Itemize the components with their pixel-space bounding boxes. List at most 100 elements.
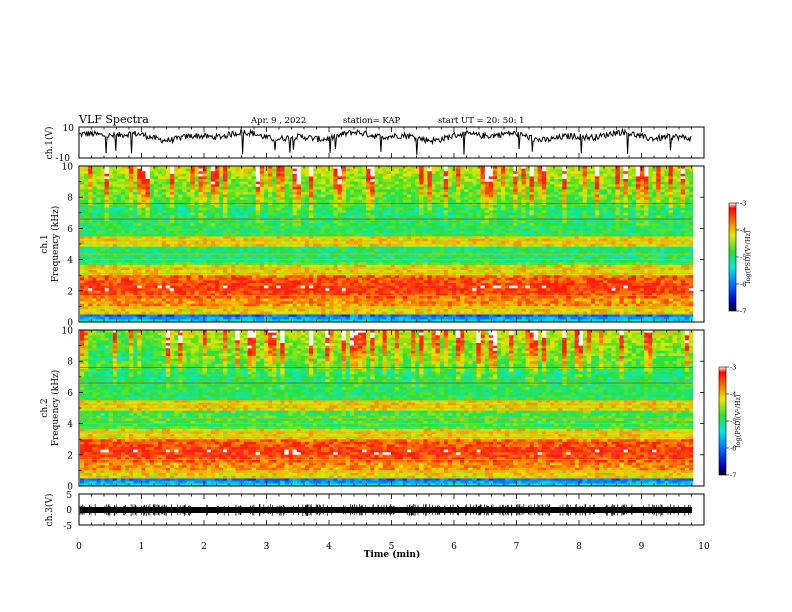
spectrogram-cells: [80, 421, 694, 424]
spectrogram-cells: [80, 173, 665, 177]
spectrogram-cells: [80, 259, 682, 263]
spectrogram-cells: [100, 356, 677, 359]
spectrogram-cells: [476, 350, 481, 354]
header-date: Apr. 9 , 2022: [250, 116, 306, 126]
spectrogram-cells: [137, 285, 628, 289]
spectrogram-cells: [100, 316, 690, 320]
spectrogram-cells: [108, 189, 653, 193]
spectrogram-cells: [125, 449, 686, 453]
spectrogram-cells: [112, 277, 665, 281]
spectrogram-cells: [88, 194, 661, 198]
spectrogram-cells: [84, 460, 673, 463]
spectrogram-cells: [88, 257, 665, 260]
spectrogram-cells: [96, 345, 158, 349]
spectrogram-cells: [96, 220, 665, 224]
spectrogram-cells: [80, 171, 665, 175]
spectrogram-cells: [137, 176, 645, 180]
spectrogram-cells: [100, 189, 694, 193]
spectrogram-cells: [104, 311, 694, 315]
spectrogram-cells: [80, 473, 661, 476]
ch1-spectrogram-panel: 0 2 4 6 8 10 ch.1 Frequency (kHz) -3 -4 -5 -6 -7 …: [40, 163, 752, 329]
spectrogram-cells: [100, 210, 690, 214]
spectrogram-cells: [129, 332, 604, 336]
spectrogram-cells: [84, 220, 694, 224]
spectrogram-cells: [100, 465, 690, 469]
spectrogram-cells: [116, 293, 694, 297]
spectrogram-cells: [218, 179, 637, 182]
colorbar-tick-label: -7: [730, 472, 736, 480]
frequency-tick-label: 10: [62, 163, 74, 173]
time-tick-label: 6: [451, 542, 457, 552]
spectrogram-cells: [92, 395, 686, 398]
spectrogram-cells: [116, 358, 122, 362]
spectrogram-cells: [84, 316, 682, 320]
ch1-spectrogram-yticks: 0 2 4 6 8 10: [62, 163, 704, 329]
spectrogram-cells: [133, 363, 677, 367]
spectrogram-cells: [80, 285, 677, 289]
ch2-colorbar-gradient: [718, 366, 727, 476]
ch2-spectrogram-panel: 0 2 4 6 8 10 ch.2 Frequency (kHz) -3 -4 -5 -6 -7 …: [40, 327, 742, 493]
spectrogram-cells: [80, 478, 694, 482]
spectrogram-cells: [100, 249, 657, 253]
frequency-tick-label: 8: [67, 194, 73, 204]
spectrogram-cells: [357, 348, 649, 352]
spectrogram-cells: [80, 397, 682, 401]
ch2-colorbar-ticks: -3 -4 -5 -6 -7: [726, 364, 736, 480]
spectrogram-cells: [325, 379, 330, 383]
spectrogram-cells: [80, 296, 694, 299]
colorbar-tick-label: -3: [740, 200, 746, 208]
spectrogram-cells: [165, 369, 624, 372]
figure-title: VLF Spectra: [78, 113, 149, 126]
ch1-colorbar-gradient: [728, 202, 737, 312]
spectrogram-cells: [88, 371, 677, 375]
ch3-waveform-panel: 5 0 -5 ch.3(V): [44, 491, 705, 532]
spectrogram-cells: [100, 223, 694, 227]
spectrogram-cells: [92, 350, 154, 354]
colorbar-tick-label: -5: [740, 254, 746, 262]
spectrogram-cells: [165, 335, 583, 339]
ch1-ylabel: ch.1(V): [44, 127, 55, 160]
spectrogram-cells: [92, 257, 677, 260]
colorbar-tick-label: -4: [730, 391, 736, 399]
spectrogram-cells: [129, 340, 134, 344]
spectrogram-cells: [198, 176, 649, 180]
spectrogram-cells: [190, 184, 686, 188]
spectrogram-cells: [80, 186, 657, 190]
spectrogram-cells: [96, 452, 669, 456]
spectrogram-cells: [84, 473, 682, 476]
frequency-tick-label: 0: [67, 319, 73, 329]
spectrogram-cells: [92, 231, 686, 234]
time-tick-label: 2: [201, 542, 207, 552]
time-tick-label: 0: [76, 542, 82, 552]
spectrogram-cells: [88, 478, 677, 482]
spectrogram-cells: [165, 173, 616, 177]
spectrogram-cells: [112, 428, 694, 432]
spectrogram-cells: [80, 452, 682, 456]
ch3-ytick-bottom: -5: [63, 522, 72, 532]
spectrogram-cells: [100, 374, 669, 378]
spectrogram-cells: [80, 379, 682, 383]
spectrogram-cells: [108, 444, 694, 448]
spectrogram-cells: [80, 462, 690, 466]
spectrogram-cells: [492, 348, 498, 352]
spectrogram-cells: [280, 356, 583, 359]
spectrogram-cells: [88, 290, 690, 294]
spectrogram-cells: [96, 470, 694, 474]
spectrogram-cells: [116, 400, 694, 404]
spectrogram-cells: [84, 290, 686, 294]
spectrogram-cells: [353, 335, 690, 339]
spectrogram-cells: [92, 311, 669, 315]
spectrogram-cells: [104, 233, 686, 237]
spectrogram-cells: [141, 426, 665, 430]
spectrogram-cells: [112, 330, 690, 333]
colorbar-tick-label: -7: [740, 308, 746, 316]
spectrogram-cells: [96, 259, 673, 263]
spectrogram-cells: [92, 296, 690, 299]
spectrogram-cells: [104, 473, 690, 476]
spectrogram-cells: [100, 441, 694, 445]
spectrogram-cells: [112, 350, 579, 354]
spectrogram-cells: [92, 389, 686, 393]
spectrogram-cells: [145, 181, 600, 185]
spectrogram-cells: [80, 413, 690, 417]
ch2-spectrogram-channel-label: ch.2: [40, 398, 50, 417]
